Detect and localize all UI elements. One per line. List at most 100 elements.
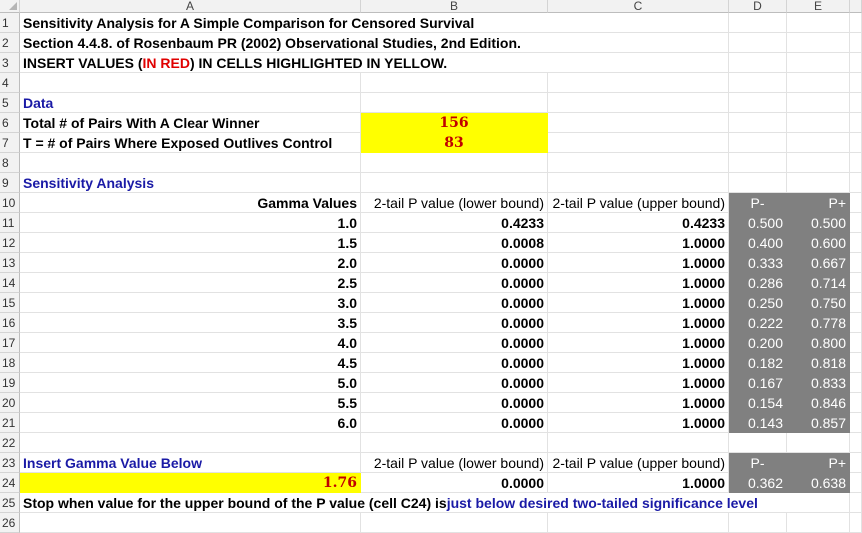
row-header-22[interactable]: 22 bbox=[0, 433, 20, 453]
row-3-e[interactable] bbox=[787, 53, 850, 73]
row-5-c[interactable] bbox=[548, 93, 729, 113]
column-header-c[interactable]: C bbox=[548, 0, 729, 13]
row-header-1[interactable]: 1 bbox=[0, 13, 20, 33]
row-header-6[interactable]: 6 bbox=[0, 113, 20, 133]
row-22-d[interactable] bbox=[729, 433, 787, 453]
row-header-18[interactable]: 18 bbox=[0, 353, 20, 373]
p-minus-header[interactable]: P- bbox=[729, 193, 787, 213]
select-all-corner[interactable] bbox=[0, 0, 20, 13]
gamma-upper-value[interactable]: 1.0000 bbox=[548, 473, 729, 493]
lower-bound-value[interactable]: 0.0000 bbox=[361, 273, 548, 293]
gamma-value[interactable]: 5.0 bbox=[20, 373, 361, 393]
p-plus-value[interactable]: 0.750 bbox=[787, 293, 850, 313]
data-heading[interactable]: Data bbox=[20, 93, 361, 113]
gamma-p-plus-value[interactable]: 0.638 bbox=[787, 473, 850, 493]
p-minus-value[interactable]: 0.400 bbox=[729, 233, 787, 253]
gamma-value[interactable]: 6.0 bbox=[20, 413, 361, 433]
row-9-d[interactable] bbox=[729, 173, 787, 193]
column-header-d[interactable]: D bbox=[729, 0, 787, 13]
gamma-p-minus-header[interactable]: P- bbox=[729, 453, 787, 473]
row-8-d[interactable] bbox=[729, 153, 787, 173]
row-4-b[interactable] bbox=[361, 73, 548, 93]
p-minus-value[interactable]: 0.154 bbox=[729, 393, 787, 413]
row-4-a[interactable] bbox=[20, 73, 361, 93]
p-minus-value[interactable]: 0.500 bbox=[729, 213, 787, 233]
upper-bound-value[interactable]: 1.0000 bbox=[548, 253, 729, 273]
row-header-21[interactable]: 21 bbox=[0, 413, 20, 433]
row-header-10[interactable]: 10 bbox=[0, 193, 20, 213]
lower-bound-value[interactable]: 0.0000 bbox=[361, 293, 548, 313]
title-line-3[interactable]: INSERT VALUES (IN RED) IN CELLS HIGHLIGH… bbox=[20, 53, 729, 73]
p-plus-value[interactable]: 0.800 bbox=[787, 333, 850, 353]
gamma-p-plus-header[interactable]: P+ bbox=[787, 453, 850, 473]
gamma-lower-value[interactable]: 0.0000 bbox=[361, 473, 548, 493]
row-header-5[interactable]: 5 bbox=[0, 93, 20, 113]
gamma-input[interactable]: 1.76 bbox=[20, 473, 361, 493]
p-plus-value[interactable]: 0.714 bbox=[787, 273, 850, 293]
row-header-15[interactable]: 15 bbox=[0, 293, 20, 313]
lower-bound-value[interactable]: 0.0000 bbox=[361, 253, 548, 273]
gamma-value[interactable]: 2.0 bbox=[20, 253, 361, 273]
row-header-4[interactable]: 4 bbox=[0, 73, 20, 93]
row-5-e[interactable] bbox=[787, 93, 850, 113]
row-5-d[interactable] bbox=[729, 93, 787, 113]
title-line-2[interactable]: Section 4.4.8. of Rosenbaum PR (2002) Ob… bbox=[20, 33, 729, 53]
row-9-e[interactable] bbox=[787, 173, 850, 193]
t-label[interactable]: T = # of Pairs Where Exposed Outlives Co… bbox=[20, 133, 361, 153]
row-header-12[interactable]: 12 bbox=[0, 233, 20, 253]
row-1-d[interactable] bbox=[729, 13, 787, 33]
pairs-label[interactable]: Total # of Pairs With A Clear Winner bbox=[20, 113, 361, 133]
p-plus-value[interactable]: 0.778 bbox=[787, 313, 850, 333]
row-header-9[interactable]: 9 bbox=[0, 173, 20, 193]
p-minus-value[interactable]: 0.222 bbox=[729, 313, 787, 333]
gamma-lower-header[interactable]: 2-tail P value (lower bound) bbox=[361, 453, 548, 473]
upper-bound-value[interactable]: 1.0000 bbox=[548, 313, 729, 333]
p-minus-value[interactable]: 0.333 bbox=[729, 253, 787, 273]
p-plus-value[interactable]: 0.667 bbox=[787, 253, 850, 273]
row-8-e[interactable] bbox=[787, 153, 850, 173]
p-plus-value[interactable]: 0.500 bbox=[787, 213, 850, 233]
title-line-1[interactable]: Sensitivity Analysis for A Simple Compar… bbox=[20, 13, 729, 33]
row-6-c[interactable] bbox=[548, 113, 729, 133]
row-7-e[interactable] bbox=[787, 133, 850, 153]
lower-bound-value[interactable]: 0.0000 bbox=[361, 353, 548, 373]
gamma-value[interactable]: 1.0 bbox=[20, 213, 361, 233]
row-header-16[interactable]: 16 bbox=[0, 313, 20, 333]
p-minus-value[interactable]: 0.250 bbox=[729, 293, 787, 313]
row-26-d[interactable] bbox=[729, 513, 787, 533]
lower-bound-header[interactable]: 2-tail P value (lower bound) bbox=[361, 193, 548, 213]
row-header-24[interactable]: 24 bbox=[0, 473, 20, 493]
row-9-c[interactable] bbox=[548, 173, 729, 193]
row-26-a[interactable] bbox=[20, 513, 361, 533]
row-header-11[interactable]: 11 bbox=[0, 213, 20, 233]
p-plus-value[interactable]: 0.600 bbox=[787, 233, 850, 253]
p-minus-value[interactable]: 0.182 bbox=[729, 353, 787, 373]
row-header-8[interactable]: 8 bbox=[0, 153, 20, 173]
row-6-e[interactable] bbox=[787, 113, 850, 133]
upper-bound-value[interactable]: 0.4233 bbox=[548, 213, 729, 233]
row-1-e[interactable] bbox=[787, 13, 850, 33]
row-8-c[interactable] bbox=[548, 153, 729, 173]
upper-bound-value[interactable]: 1.0000 bbox=[548, 233, 729, 253]
row-22-b[interactable] bbox=[361, 433, 548, 453]
column-header-b[interactable]: B bbox=[361, 0, 548, 13]
gamma-input-heading[interactable]: Insert Gamma Value Below bbox=[20, 453, 361, 473]
upper-bound-header[interactable]: 2-tail P value (upper bound) bbox=[548, 193, 729, 213]
p-plus-value[interactable]: 0.833 bbox=[787, 373, 850, 393]
lower-bound-value[interactable]: 0.0000 bbox=[361, 413, 548, 433]
lower-bound-value[interactable]: 0.0000 bbox=[361, 313, 548, 333]
row-header-26[interactable]: 26 bbox=[0, 513, 20, 533]
row-3-d[interactable] bbox=[729, 53, 787, 73]
row-4-c[interactable] bbox=[548, 73, 729, 93]
p-plus-value[interactable]: 0.818 bbox=[787, 353, 850, 373]
p-plus-value[interactable]: 0.846 bbox=[787, 393, 850, 413]
p-plus-header[interactable]: P+ bbox=[787, 193, 850, 213]
gamma-value[interactable]: 4.0 bbox=[20, 333, 361, 353]
row-header-14[interactable]: 14 bbox=[0, 273, 20, 293]
row-4-d[interactable] bbox=[729, 73, 787, 93]
p-minus-value[interactable]: 0.167 bbox=[729, 373, 787, 393]
row-header-13[interactable]: 13 bbox=[0, 253, 20, 273]
gamma-value[interactable]: 4.5 bbox=[20, 353, 361, 373]
lower-bound-value[interactable]: 0.0000 bbox=[361, 333, 548, 353]
row-8-b[interactable] bbox=[361, 153, 548, 173]
